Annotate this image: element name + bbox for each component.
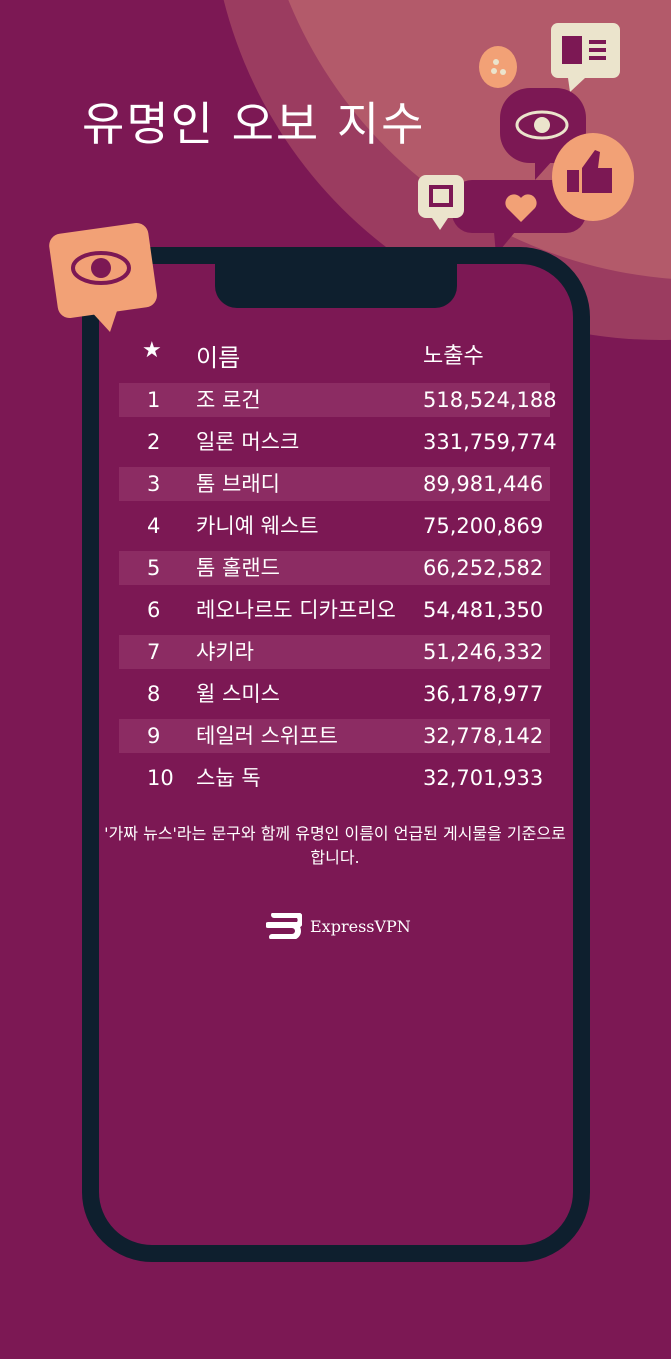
table-row: 4 카니예 웨스트 75,200,869 [119, 509, 550, 543]
eye-bubble-icon [49, 223, 157, 332]
expressvpn-logo: ExpressVPN [266, 913, 411, 939]
rank-cell: 2 [147, 430, 161, 454]
rank-cell: 5 [147, 556, 161, 580]
name-cell: 일론 머스크 [196, 430, 300, 454]
table-row: 1 조 로건 518,524,188 [119, 383, 557, 417]
table-row: 9 테일러 스위프트 32,778,142 [119, 719, 550, 753]
brand-name: ExpressVPN [310, 916, 411, 936]
thumbs-up-icon [552, 133, 634, 221]
table-row: 10 스눕 독 32,701,933 [119, 761, 550, 795]
table-row: 2 일론 머스크 331,759,774 [119, 425, 557, 459]
expressvpn-logo-icon [266, 913, 302, 939]
count-cell: 331,759,774 [423, 430, 557, 454]
share-icon [479, 46, 517, 88]
table-row: 5 톰 홀랜드 66,252,582 [119, 551, 550, 585]
heart-bubble-icon [452, 180, 586, 255]
count-cell: 54,481,350 [423, 598, 544, 622]
rank-cell: 1 [147, 388, 161, 412]
repost-icon [418, 175, 464, 230]
table-row: 6 레오나르도 디카프리오 54,481,350 [119, 593, 550, 627]
count-cell: 51,246,332 [423, 640, 544, 664]
table-row: 3 톰 브래디 89,981,446 [119, 467, 550, 501]
count-cell: 75,200,869 [423, 514, 544, 538]
name-header: 이름 [196, 344, 241, 372]
eye-bubble-icon [500, 88, 586, 180]
rank-header-star-icon: ★ [142, 338, 162, 363]
count-cell: 32,701,933 [423, 766, 544, 790]
name-cell: 스눕 독 [196, 766, 261, 790]
name-cell: 레오나르도 디카프리오 [196, 598, 396, 622]
rank-cell: 7 [147, 640, 161, 664]
count-header: 노출수 [423, 344, 484, 369]
name-cell: 윌 스미스 [196, 682, 280, 706]
table-row: 8 윌 스미스 36,178,977 [119, 677, 550, 711]
name-cell: 조 로건 [196, 388, 261, 412]
rank-cell: 9 [147, 724, 161, 748]
rank-cell: 6 [147, 598, 161, 622]
rank-cell: 8 [147, 682, 161, 706]
rank-cell: 3 [147, 472, 161, 496]
name-cell: 카니예 웨스트 [196, 514, 319, 538]
phone-notch [215, 247, 457, 308]
page-title: 유명인 오보 지수 [82, 97, 426, 151]
count-cell: 89,981,446 [423, 472, 544, 496]
name-cell: 톰 홀랜드 [196, 556, 280, 580]
count-cell: 66,252,582 [423, 556, 544, 580]
count-cell: 32,778,142 [423, 724, 544, 748]
social-icons-illustration [418, 23, 634, 255]
table-row: 7 샤키라 51,246,332 [119, 635, 550, 669]
footnote: '가짜 뉴스'라는 문구와 함께 유명인 이름이 언급된 게시물을 기준으로 합… [104, 824, 566, 867]
rank-cell: 4 [147, 514, 161, 538]
name-cell: 톰 브래디 [196, 472, 280, 496]
rank-cell: 10 [147, 766, 174, 790]
news-bubble-icon [551, 23, 620, 92]
count-cell: 36,178,977 [423, 682, 544, 706]
name-cell: 테일러 스위프트 [196, 724, 338, 748]
name-cell: 샤키라 [196, 640, 254, 664]
count-cell: 518,524,188 [423, 388, 557, 412]
